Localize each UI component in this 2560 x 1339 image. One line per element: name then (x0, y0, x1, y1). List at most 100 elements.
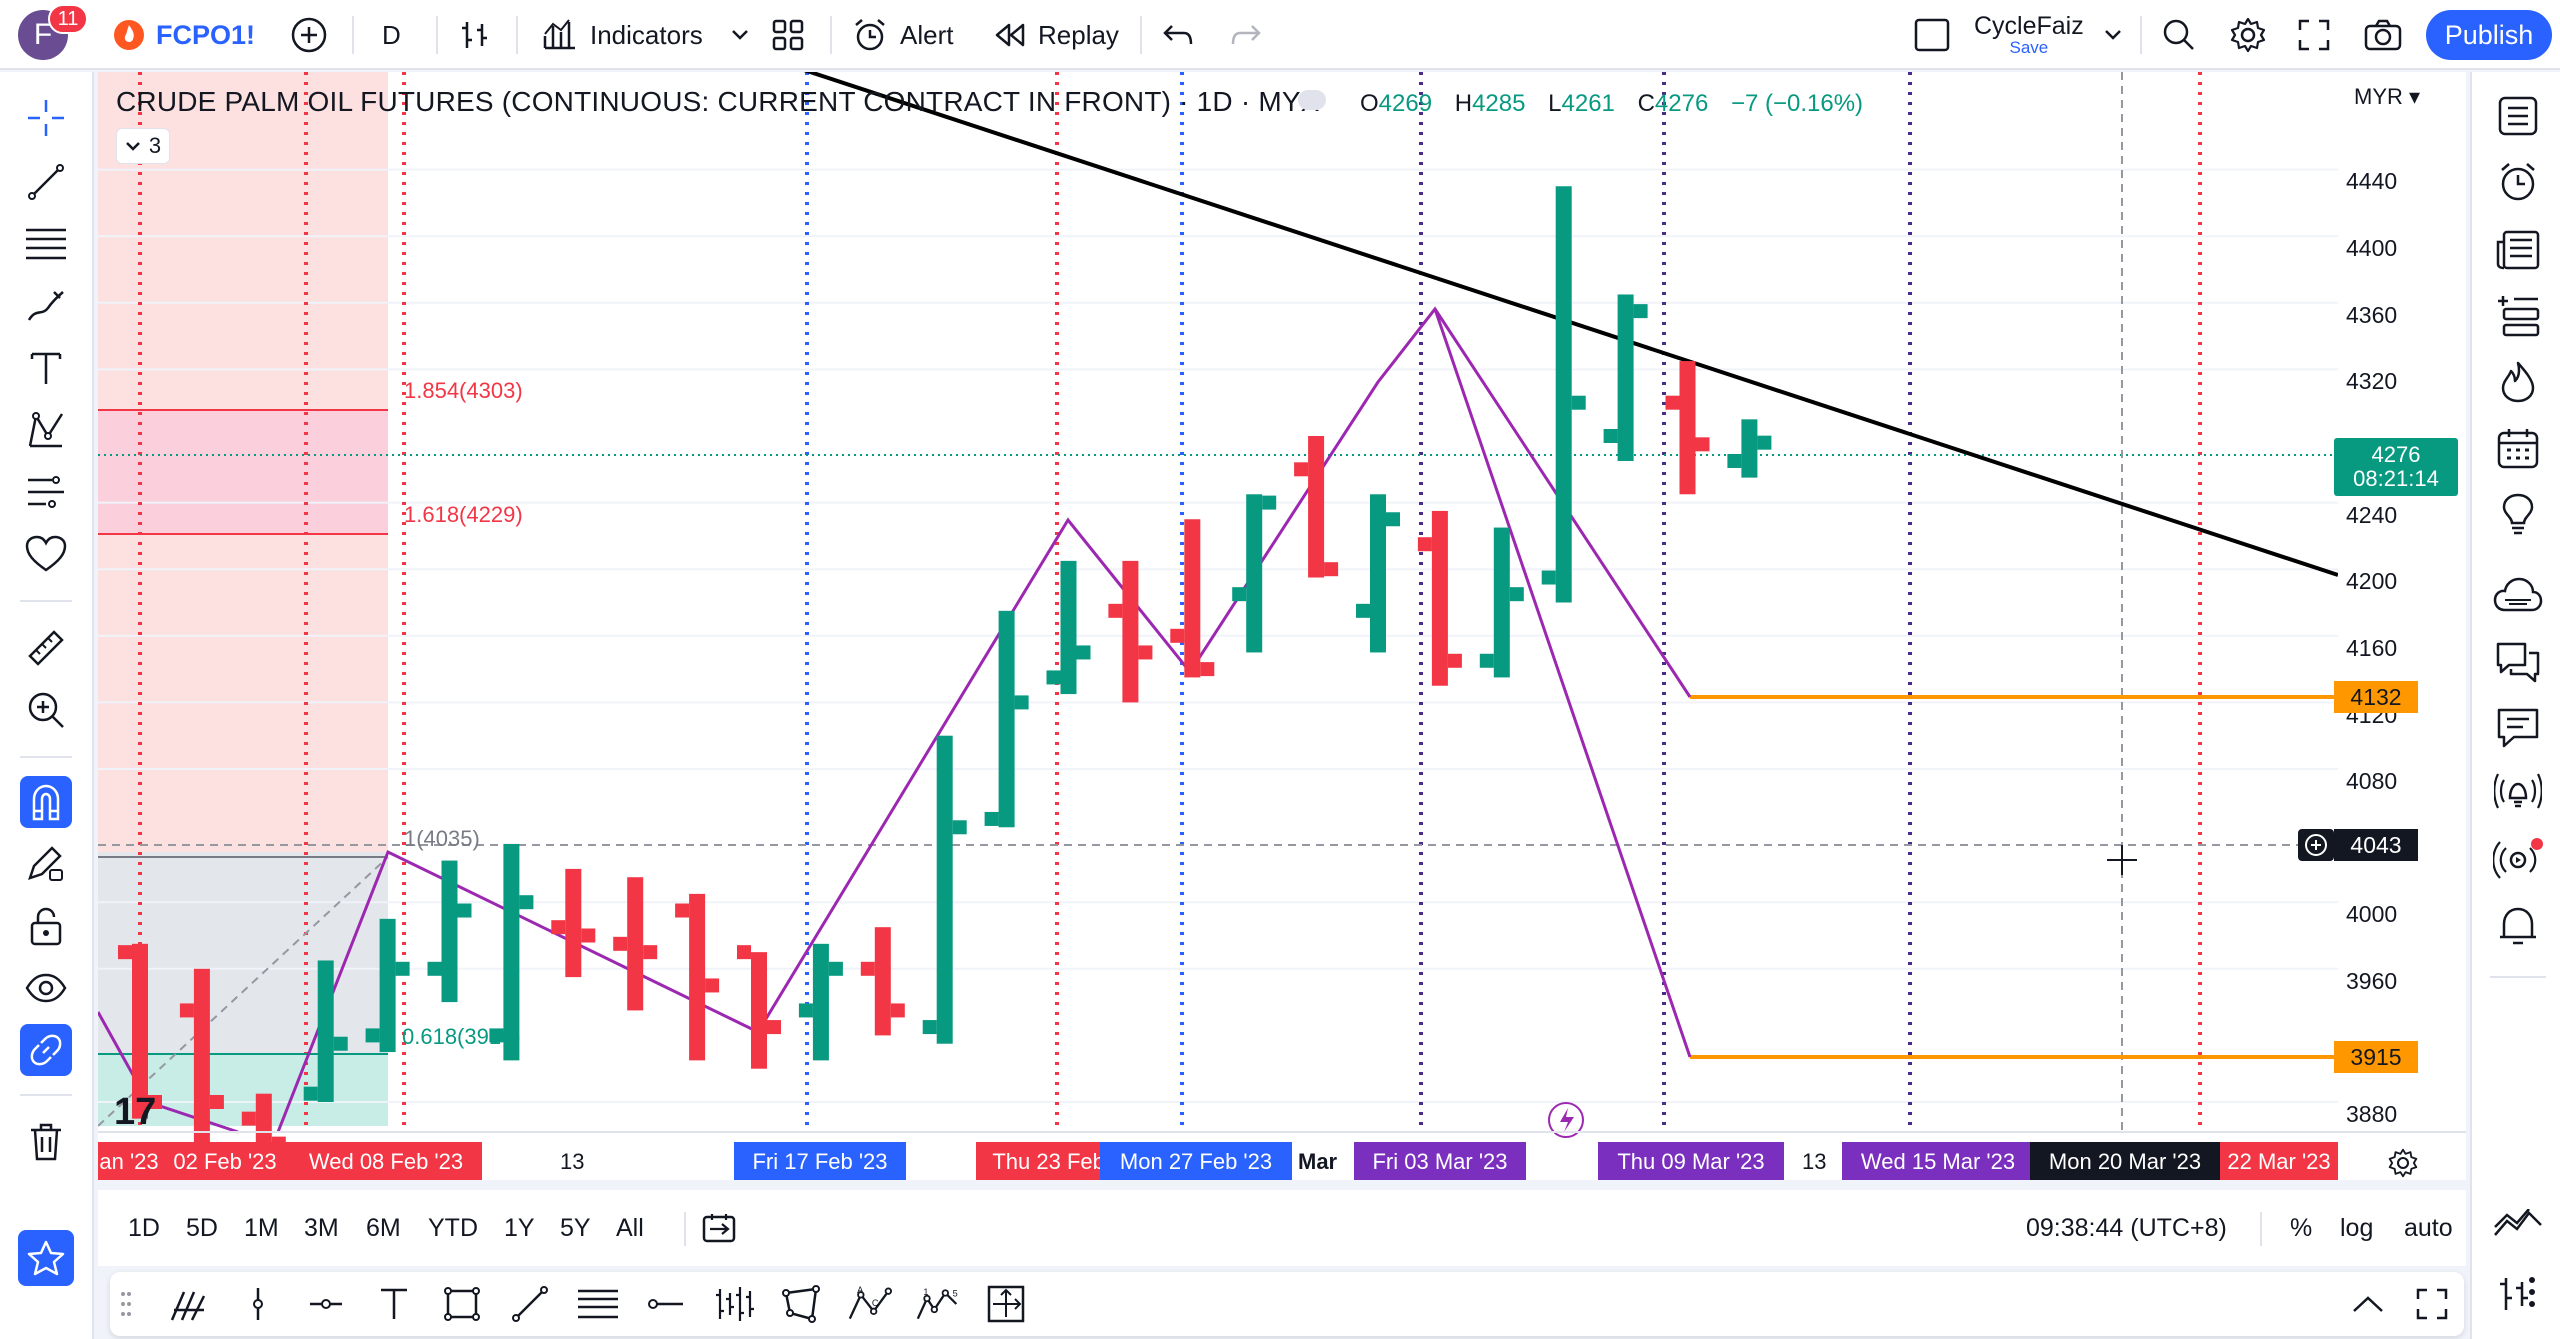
streams-icon[interactable] (2490, 766, 2546, 822)
fib-retracement-tool-icon[interactable] (576, 1282, 620, 1326)
camera-icon[interactable] (2364, 0, 2402, 70)
forecast-tool-icon[interactable] (20, 466, 72, 518)
timezone-clock[interactable]: 09:38:44 (UTC+8) (2026, 1213, 2227, 1242)
range-1y-button[interactable]: 1Y (504, 1213, 535, 1242)
bar-open-tick (984, 811, 999, 826)
chart-canvas[interactable]: 17 (98, 72, 2466, 1180)
range-5y-button[interactable]: 5Y (560, 1213, 591, 1242)
bar-open-tick (1232, 587, 1247, 602)
undo-icon[interactable] (1162, 0, 1194, 70)
bar-range (998, 610, 1015, 828)
alert-button[interactable]: Alert (852, 0, 953, 70)
pattern-tool-icon[interactable] (20, 404, 72, 456)
hotlist-flame-icon[interactable] (2490, 354, 2546, 410)
range-5d-button[interactable]: 5D (186, 1213, 218, 1242)
zoom-in-icon[interactable] (20, 684, 72, 736)
text-tool-icon[interactable] (372, 1282, 416, 1326)
indicators-collapse-button[interactable]: 3 (116, 128, 170, 164)
indicators-button[interactable]: Indicators (542, 0, 749, 70)
chart-pane[interactable]: 17 CRUDE PALM OIL FUTURES (CONTINUOUS: C… (98, 72, 2466, 1180)
measure-range-tool-icon[interactable] (984, 1282, 1028, 1326)
heart-icon[interactable] (20, 528, 72, 580)
dom-panel-icon[interactable] (2490, 1266, 2546, 1322)
date-tag: Wed 15 Mar '23 (1842, 1142, 2034, 1180)
market-status-icon[interactable] (1298, 90, 1326, 110)
expand-icon[interactable] (2410, 1282, 2454, 1326)
magnet-icon[interactable] (20, 776, 72, 828)
high-value: 4285 (1472, 90, 1526, 117)
text-tool-icon[interactable] (20, 342, 72, 394)
range-6m-button[interactable]: 6M (366, 1213, 401, 1242)
fullscreen-icon[interactable] (2298, 0, 2330, 70)
currency-selector[interactable]: MYR ▾ (2354, 84, 2420, 110)
horizontal-line-tool-icon[interactable] (304, 1282, 348, 1326)
trading-panel-icon[interactable] (2490, 1196, 2546, 1252)
range-ytd-button[interactable]: YTD (428, 1213, 478, 1242)
drag-handle-icon[interactable] (116, 1282, 136, 1326)
range-all-button[interactable]: All (616, 1213, 644, 1242)
lock-icon[interactable] (20, 900, 72, 952)
eye-icon[interactable] (20, 962, 72, 1014)
log-toggle[interactable]: log (2340, 1213, 2374, 1242)
percent-toggle[interactable]: % (2290, 1213, 2313, 1242)
chats-cloud-icon[interactable] (2490, 568, 2546, 624)
ohlc-bar (798, 943, 843, 1061)
gear-icon[interactable] (2230, 0, 2266, 70)
rectangle-tool-icon[interactable] (440, 1282, 484, 1326)
compare-add-icon[interactable] (290, 0, 328, 70)
favorites-star-icon[interactable] (18, 1230, 74, 1286)
news-icon[interactable] (2490, 222, 2546, 278)
horizontal-ray-tool-icon[interactable] (644, 1282, 688, 1326)
bars-pattern-tool-icon[interactable] (712, 1282, 756, 1326)
messages-icon[interactable] (2490, 700, 2546, 756)
lock-drawing-pencil-icon[interactable] (20, 838, 72, 890)
layouts-grid-icon[interactable] (772, 0, 804, 70)
bar-close-tick (1571, 395, 1586, 410)
layout-name-button[interactable]: CycleFaiz Save (1974, 0, 2084, 70)
brush-icon[interactable] (20, 280, 72, 332)
broadcast-icon[interactable] (2490, 832, 2546, 888)
fib-retracement-icon[interactable] (20, 218, 72, 270)
auto-toggle[interactable]: auto (2404, 1213, 2453, 1242)
chevron-down-icon[interactable] (2104, 0, 2122, 70)
range-1d-button[interactable]: 1D (128, 1213, 160, 1242)
crosshair-icon[interactable] (20, 92, 72, 144)
publish-button[interactable]: Publish (2426, 10, 2552, 60)
object-tree-icon[interactable] (2490, 288, 2546, 344)
interval-button[interactable]: D (382, 19, 401, 50)
fullscreen-square-icon[interactable] (1914, 0, 1950, 70)
crosshair-date-tag: Mon 20 Mar '23 (2030, 1142, 2220, 1180)
symbol-search-button[interactable]: FCPO1! (156, 19, 256, 50)
trash-icon[interactable] (20, 1116, 72, 1168)
notifications-bell-icon[interactable] (2490, 898, 2546, 954)
calendar-icon[interactable] (2490, 420, 2546, 476)
trend-line-tool-icon[interactable] (508, 1282, 552, 1326)
alerts-clock-icon[interactable] (2490, 154, 2546, 210)
bar-open-tick (365, 1028, 380, 1043)
ruler-icon[interactable] (20, 622, 72, 674)
watchlist-icon[interactable] (2490, 88, 2546, 144)
goto-date-icon[interactable] (702, 1190, 736, 1266)
range-1m-button[interactable]: 1M (244, 1213, 279, 1242)
trend-line-icon[interactable] (20, 156, 72, 208)
redo-icon[interactable] (1230, 0, 1262, 70)
ohlc-bar (737, 945, 781, 1069)
chat-bubbles-icon[interactable] (2490, 634, 2546, 690)
chart-settings-gear-icon[interactable] (2388, 1148, 2418, 1180)
collapse-chevron-up-icon[interactable] (2346, 1282, 2390, 1326)
add-alert-plus-icon[interactable] (2298, 829, 2334, 861)
cycle-lines-tool-icon[interactable] (168, 1282, 212, 1326)
replay-button[interactable]: Replay (994, 0, 1119, 70)
link-icon[interactable] (20, 1024, 72, 1076)
bar-style-icon[interactable] (458, 0, 492, 70)
search-icon[interactable] (2162, 0, 2196, 70)
layout-save-label: Save (2009, 38, 2049, 57)
vertical-line-tool-icon[interactable] (236, 1282, 280, 1326)
polygon-tool-icon[interactable] (780, 1282, 824, 1326)
price-grid (98, 168, 2338, 1103)
bar-open-tick (489, 1028, 504, 1043)
ideas-lightbulb-icon[interactable] (2490, 486, 2546, 542)
range-3m-button[interactable]: 3M (304, 1213, 339, 1242)
